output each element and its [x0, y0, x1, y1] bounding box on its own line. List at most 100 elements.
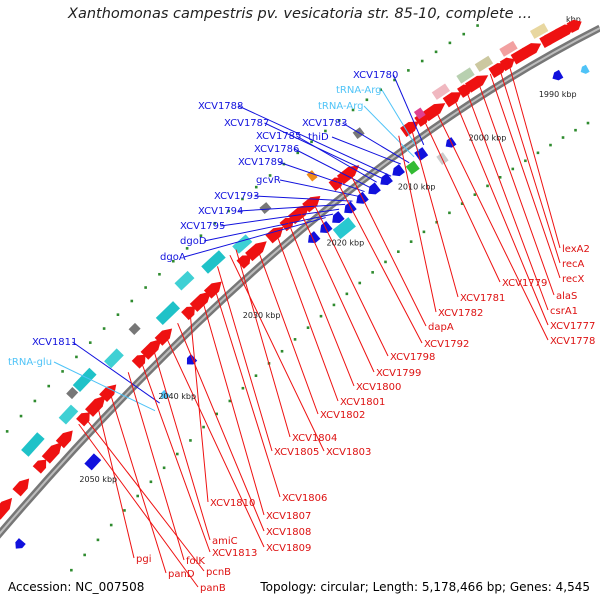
leader-line [498, 68, 561, 264]
leader-line [164, 334, 265, 548]
tick-dot [384, 260, 387, 264]
upper-gene-labels: XCV1780 tRNA-Arg tRNA-Arg XCV1783 thiD XCV178… [8, 70, 398, 368]
upper-gene-label: XCV1794 [198, 206, 243, 217]
reverse-gene-arrow [85, 395, 106, 417]
lower-gene-label: XCV1778 [550, 336, 595, 347]
reverse-gene-block [128, 322, 141, 335]
tick-dot [422, 230, 426, 234]
lower-gene-label: XCV1782 [438, 308, 483, 319]
leader-line [477, 81, 555, 296]
lower-gene-label: panB [200, 583, 226, 594]
lower-gene-label: XCV1798 [390, 352, 435, 363]
kbp-corner-label: kbp [566, 15, 581, 24]
tick-dot [189, 439, 192, 442]
tick-dot [498, 176, 502, 179]
leader-line [203, 213, 334, 242]
forward-gene-block [332, 217, 356, 240]
reverse-gene-arrow [539, 34, 555, 48]
tick-dot [379, 88, 383, 92]
tick-dot [47, 384, 51, 388]
leader-line [381, 89, 420, 152]
lower-gene-label: folK [186, 556, 205, 567]
reverse-strand-genes [0, 19, 582, 520]
tick-dot [351, 108, 355, 112]
tick-dot [574, 128, 577, 132]
tick-dot [486, 184, 489, 188]
leader-line [278, 161, 365, 193]
tick-dot [136, 494, 139, 498]
forward-gene-arrow [332, 211, 345, 224]
tick-dot [228, 399, 232, 403]
reverse-gene-arrow [76, 412, 90, 427]
tick-dot [306, 326, 310, 329]
reverse-gene-block [431, 83, 451, 100]
tick-dot-track [5, 24, 590, 572]
reverse-gene-arrow [140, 338, 162, 360]
reverse-gene-block [456, 67, 475, 84]
tick-dot [407, 69, 410, 72]
tick-dot [75, 355, 78, 359]
upper-gene-label: XCV1783 [302, 118, 347, 129]
tick-dot [199, 234, 203, 237]
forward-gene-arrow [368, 182, 381, 195]
tick-dot [409, 240, 413, 243]
lower-gene-label: csrA1 [550, 306, 578, 317]
upper-gene-label: tRNA-Arg [318, 101, 363, 112]
upper-gene-label: thiD [308, 132, 329, 143]
leader-line [287, 222, 355, 387]
leader-line [72, 341, 160, 404]
lower-gene-label: XCV1807 [266, 511, 311, 522]
upper-gene-label: XCV1789 [238, 157, 283, 168]
tick-dot [476, 24, 479, 27]
tick-dot [61, 370, 64, 373]
tick-dot [462, 32, 466, 36]
leader-line [254, 195, 353, 202]
tick-dot [448, 41, 452, 45]
lower-gene-label: XCV1806 [282, 493, 327, 504]
accession-text: Accession: NC_007508 [8, 580, 145, 594]
upper-gene-label: dgoA [160, 252, 186, 263]
reverse-gene-block [58, 404, 79, 425]
leader-line [393, 74, 425, 146]
kbp-tick-label: 2010 kbp [398, 183, 436, 192]
tick-dot [358, 281, 362, 285]
reverse-gene-arrow [442, 92, 462, 108]
tick-dot [268, 174, 272, 177]
leader-line [410, 126, 459, 298]
leader-line [489, 73, 561, 279]
forward-gene-block [405, 160, 420, 175]
upper-gene-label: XCV1787 [224, 118, 269, 129]
tick-dot [397, 250, 400, 253]
leader-line [398, 135, 437, 313]
lower-gene-label: XCV1810 [210, 498, 255, 509]
leader-line [84, 417, 205, 572]
lower-gene-label: XCV1799 [376, 368, 421, 379]
leader-line [235, 249, 291, 438]
tick-dot [549, 143, 552, 147]
upper-gene-label: XCV1788 [198, 101, 243, 112]
leader-line [257, 248, 319, 415]
tick-dot [448, 211, 451, 215]
reverse-gene-block [413, 107, 426, 120]
forward-gene-arrow [15, 538, 26, 549]
tick-dot [215, 412, 219, 416]
reverse-gene-arrow [12, 478, 30, 497]
kbp-tick-label: 2030 kbp [243, 311, 281, 320]
tick-dot [116, 313, 120, 316]
leader-line [275, 232, 339, 402]
forward-gene-block [414, 147, 429, 162]
lower-gene-label: pcnB [206, 567, 231, 578]
genome-backbone-highlight [0, 27, 600, 535]
tick-dot [254, 185, 258, 189]
map-title: Xanthomonas campestris pv. vesicatoria s… [68, 6, 532, 22]
lower-gene-label: XCV1809 [266, 543, 311, 554]
upper-gene-label: XCV1785 [256, 131, 301, 142]
tick-dot [158, 272, 161, 276]
tick-dot [175, 452, 179, 456]
tick-dot [5, 430, 9, 433]
leader-line [422, 118, 501, 283]
leader-line [152, 347, 211, 541]
tick-dot [337, 119, 341, 122]
upper-gene-label: tRNA-glu [8, 357, 52, 368]
